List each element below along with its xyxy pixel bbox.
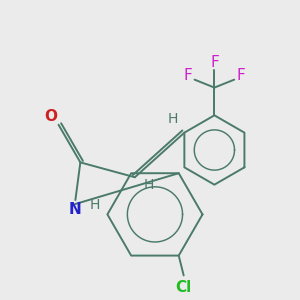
Text: H: H (167, 112, 178, 126)
Text: Cl: Cl (176, 280, 192, 295)
Text: N: N (69, 202, 82, 217)
Text: F: F (183, 68, 192, 83)
Text: F: F (237, 68, 245, 83)
Text: H: H (90, 198, 101, 212)
Text: O: O (44, 109, 57, 124)
Text: H: H (143, 178, 154, 192)
Text: F: F (210, 55, 219, 70)
